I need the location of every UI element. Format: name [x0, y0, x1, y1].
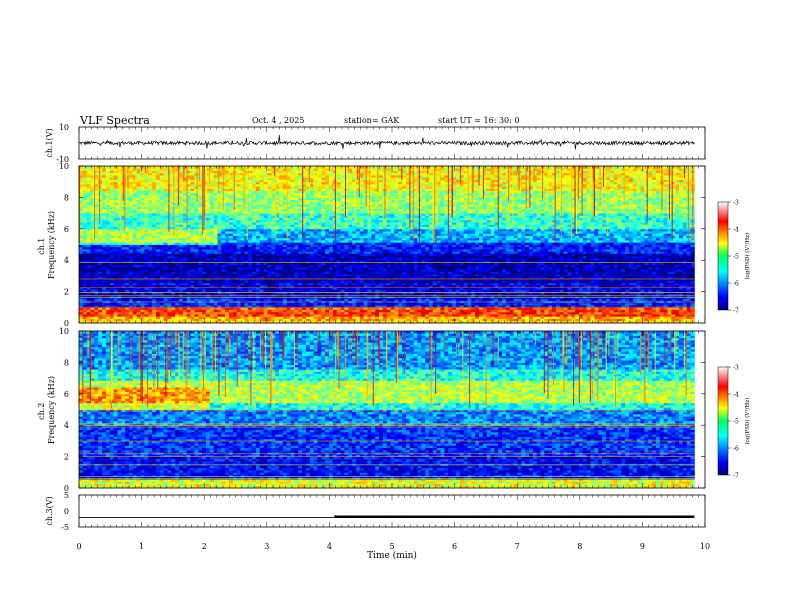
spec-ytick-label: 4 — [64, 256, 69, 265]
colorbar-tick-label: -6 — [733, 446, 739, 453]
spec-ytick-label: 2 — [64, 288, 69, 297]
colorbar-tick-label: -4 — [733, 392, 739, 399]
ch2-spec-yaxis: 0 2 4 6 8 10 — [59, 327, 705, 493]
xtick-label: 2 — [202, 542, 207, 551]
colorbar-tick-label: -4 — [733, 227, 739, 234]
ch1-ytick-label: -10 — [56, 155, 69, 164]
xtick-label: 10 — [700, 542, 710, 551]
spec-ytick-label: 6 — [64, 390, 69, 399]
colorbar-tick-label: -7 — [733, 473, 739, 480]
colorbar-tick-label: -3 — [733, 200, 739, 207]
ch1-spec-ylabel-channel: ch.1 — [37, 238, 46, 255]
xtick-label: 4 — [327, 542, 332, 551]
ch2-spec-ylabel-channel: ch.2 — [37, 403, 46, 420]
ch2-colorbar-label: log(PSD) (V²/Hz) — [744, 398, 751, 445]
xtick-label: 3 — [264, 542, 269, 551]
ch3-yaxis: 5 0 -5 — [61, 491, 69, 532]
station-label: station= GAK — [344, 116, 400, 125]
ch2-colorbar-gradient — [717, 366, 729, 476]
ch2-colorbar-ticks: -3 -4 -5 -6 -7 — [728, 365, 739, 480]
ch1-waveform-trace — [79, 134, 695, 150]
xtick-label: 5 — [389, 542, 394, 551]
ch1-colorbar-ticks: -3 -4 -5 -6 -7 — [728, 200, 739, 315]
xtick-label: 6 — [452, 542, 457, 551]
spec-ytick-label: 10 — [59, 162, 69, 171]
ch1-spec-yaxis: 0 2 4 6 8 10 — [59, 162, 705, 328]
xtick-label: 1 — [139, 542, 144, 551]
start-time-label: start UT = 16: 30: 0 — [438, 116, 519, 125]
colorbar-tick-label: -5 — [733, 419, 739, 426]
spec-ytick-label: 4 — [64, 421, 69, 430]
ch1-spectrogram-image — [79, 166, 705, 324]
colorbar-tick-label: -5 — [733, 254, 739, 261]
figure-title: VLF Spectra — [79, 114, 150, 127]
spec-ytick-label: 8 — [64, 358, 69, 367]
xtick-label: 7 — [515, 542, 520, 551]
xaxis-label: Time (min) — [367, 550, 417, 561]
xtick-label: 8 — [577, 542, 582, 551]
ch1-colorbar: -3 -4 -5 -6 -7 log(PSD) (V²/Hz) — [717, 200, 751, 315]
ch1-ylabel: ch.1(V) — [45, 128, 54, 157]
ch1-colorbar-label: log(PSD) (V²/Hz) — [744, 233, 751, 280]
spec-ytick-label: 0 — [64, 319, 69, 328]
ch1-waveform-line — [79, 134, 695, 150]
ch2-spectrogram-image — [79, 331, 705, 489]
spec-ytick-label: 2 — [64, 453, 69, 462]
ch3-ytick-label: -5 — [61, 523, 69, 532]
ch2-spectrogram-panel: 0 2 4 6 8 10 ch.2 Frequency (kHz) — [37, 327, 706, 493]
ch2-colorbar: -3 -4 -5 -6 -7 log(PSD) (V²/Hz) — [717, 365, 751, 480]
ch1-ytick-label: 10 — [59, 123, 69, 132]
ch3-ytick-label: 0 — [64, 507, 69, 516]
ch1-yaxis: 10 -10 — [56, 123, 69, 164]
ch3-ytick-label: 5 — [64, 491, 69, 500]
ch1-spec-ylabel-frequency: Frequency (kHz) — [47, 211, 56, 279]
ch1-colorbar-gradient — [717, 201, 729, 311]
colorbar-tick-label: -7 — [733, 308, 739, 315]
ch1-waveform-panel: 10 -10 ch.1(V) — [45, 123, 706, 164]
xtick-label: 0 — [76, 542, 81, 551]
colorbar-tick-label: -6 — [733, 281, 739, 288]
time-axis: 0 1 2 3 4 5 6 7 8 9 10 — [76, 127, 710, 551]
spec-ytick-label: 0 — [64, 484, 69, 493]
xtick-label: 9 — [640, 542, 645, 551]
ch3-ylabel: ch.3(V) — [45, 496, 54, 525]
spec-ytick-label: 6 — [64, 225, 69, 234]
ch3-trace-panel: 5 0 -5 ch.3(V) — [45, 491, 706, 532]
ch3-trace-lines — [79, 514, 695, 519]
spec-ytick-label: 8 — [64, 193, 69, 202]
colorbar-tick-label: -3 — [733, 365, 739, 372]
spec-ytick-label: 10 — [59, 327, 69, 336]
ch1-spectrogram-panel: 0 2 4 6 8 10 ch.1 Frequency (kHz) — [37, 162, 706, 328]
ch2-spec-ylabel-frequency: Frequency (kHz) — [47, 376, 56, 444]
date-label: Oct. 4 , 2025 — [252, 116, 304, 125]
